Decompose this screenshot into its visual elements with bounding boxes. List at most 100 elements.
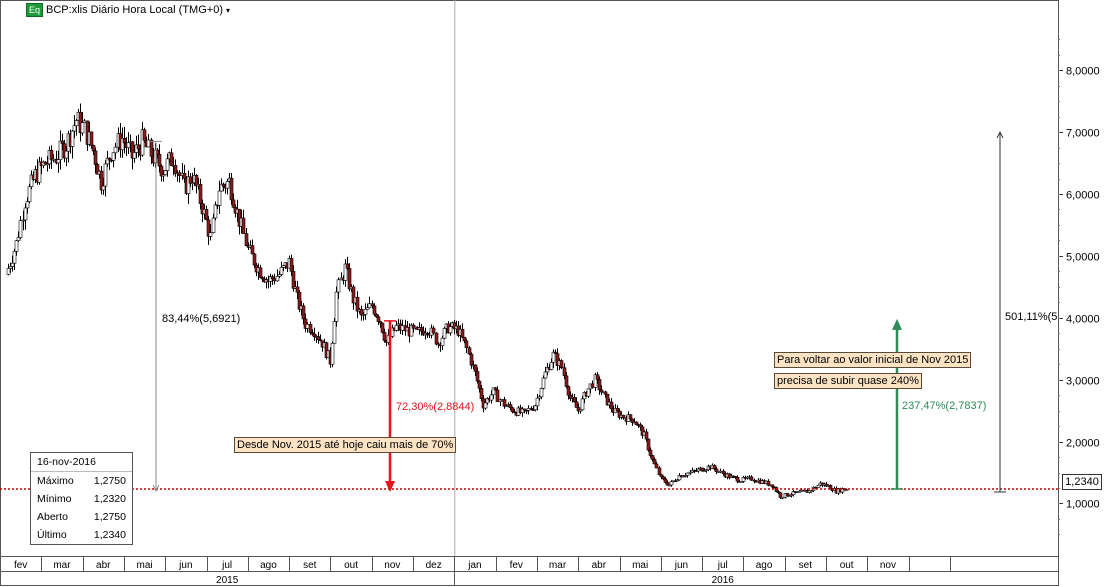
candle-body bbox=[615, 407, 620, 412]
month-label: out bbox=[840, 560, 854, 571]
candle-body bbox=[250, 245, 255, 255]
month-label: set bbox=[799, 560, 813, 571]
legend-label: Mínimo bbox=[37, 493, 72, 505]
candle-body bbox=[477, 380, 482, 389]
candle-body bbox=[599, 389, 604, 393]
candle-body bbox=[380, 322, 385, 333]
candle-body bbox=[204, 209, 209, 221]
candle-body bbox=[359, 309, 364, 316]
candle-body bbox=[828, 484, 833, 490]
candle-body bbox=[229, 177, 234, 201]
candle-body bbox=[89, 131, 94, 146]
candle-body bbox=[467, 347, 472, 355]
candle-body bbox=[126, 142, 131, 148]
candle-body bbox=[778, 492, 783, 498]
green-arrow-head bbox=[892, 318, 902, 330]
candle-body bbox=[165, 158, 170, 171]
candle-body bbox=[462, 336, 467, 342]
candle-body bbox=[491, 387, 496, 396]
legend-label: Último bbox=[37, 529, 67, 541]
candle-body bbox=[650, 455, 655, 460]
chevron-down-icon[interactable]: ▾ bbox=[225, 5, 230, 15]
candle-body bbox=[95, 164, 100, 175]
candle-body bbox=[198, 184, 203, 204]
drop-measure-arrow bbox=[152, 484, 160, 493]
candle-body bbox=[495, 389, 500, 402]
legend-row-last: Último 1,2340 bbox=[31, 526, 132, 544]
candle-body bbox=[91, 145, 96, 152]
candle-body bbox=[374, 314, 379, 318]
candle-body bbox=[101, 185, 106, 191]
candle-body bbox=[797, 490, 802, 493]
candle-body bbox=[291, 271, 296, 289]
legend-row-high: Máximo 1,2750 bbox=[31, 472, 132, 490]
candle-body bbox=[252, 253, 257, 266]
rise-needed-label: 237,47%(2,7837) bbox=[902, 400, 987, 412]
candle-body bbox=[74, 120, 79, 127]
candle-body bbox=[318, 339, 323, 342]
candle-body bbox=[25, 201, 30, 209]
candle-body bbox=[132, 152, 137, 159]
candle-body bbox=[8, 266, 13, 269]
candle-body bbox=[677, 475, 682, 481]
candle-body bbox=[272, 278, 277, 282]
legend-value: 1,2320 bbox=[93, 493, 126, 505]
y-tick-label: 3,0000 bbox=[1066, 376, 1100, 388]
candle-body bbox=[113, 146, 118, 154]
candle-body bbox=[211, 217, 216, 233]
candle-body bbox=[347, 268, 352, 290]
candle-body bbox=[654, 463, 659, 469]
candle-body bbox=[533, 405, 538, 411]
candle-body bbox=[394, 324, 399, 331]
candle-body bbox=[122, 138, 127, 144]
candle-body bbox=[72, 125, 77, 132]
candle-body bbox=[448, 326, 453, 334]
candle-body bbox=[378, 321, 383, 324]
month-label: mai bbox=[632, 560, 648, 571]
candle-body bbox=[844, 489, 849, 491]
candle-body bbox=[182, 172, 187, 179]
candle-body bbox=[586, 388, 591, 397]
candle-body bbox=[10, 262, 15, 267]
month-label: nov bbox=[384, 560, 400, 571]
legend-label: Máximo bbox=[37, 475, 74, 487]
month-label: jun bbox=[674, 560, 688, 571]
y-tick-label: 2,0000 bbox=[1066, 438, 1100, 450]
candle-body bbox=[231, 199, 236, 208]
candle-body bbox=[638, 424, 643, 428]
candle-body bbox=[502, 399, 507, 407]
candle-body bbox=[400, 325, 405, 331]
candle-body bbox=[526, 408, 531, 411]
candle-body bbox=[661, 476, 666, 480]
candle-body bbox=[559, 360, 564, 369]
month-label: dez bbox=[426, 560, 442, 571]
candle-body bbox=[270, 276, 275, 280]
candle-body bbox=[609, 401, 614, 410]
candle-body bbox=[644, 431, 649, 440]
candle-body bbox=[18, 220, 23, 238]
candle-body bbox=[580, 398, 585, 411]
candle-body bbox=[173, 165, 178, 174]
candle-body bbox=[419, 327, 424, 332]
candle-body bbox=[652, 459, 657, 465]
candle-body bbox=[355, 296, 360, 312]
candle-body bbox=[16, 237, 21, 241]
candle-body bbox=[208, 232, 213, 237]
candle-body bbox=[603, 391, 608, 395]
y-tick-label: 1,0000 bbox=[1066, 499, 1100, 511]
candle-body bbox=[562, 367, 567, 377]
note-drop: Desde Nov. 2015 até hoje caiu mais de 70… bbox=[234, 437, 457, 453]
month-label: abr bbox=[592, 560, 607, 571]
month-label: mar bbox=[53, 560, 71, 571]
axes: 1,0000 2,0000 3,0000 4,0000 5,0000 6,0000 7,00… bbox=[0, 39, 1100, 586]
candle-body bbox=[336, 279, 341, 293]
candle-body bbox=[628, 414, 633, 420]
candle-body bbox=[572, 397, 577, 402]
candle-body bbox=[12, 250, 17, 264]
candle-body bbox=[780, 496, 785, 499]
legend-value: 1,2750 bbox=[93, 511, 126, 523]
candle-body bbox=[332, 321, 337, 344]
candle-body bbox=[475, 371, 480, 382]
chart-title-bar[interactable]: Eq BCP:xlis Diário Hora Local (TMG+0) ▾ bbox=[26, 3, 230, 17]
candle-body bbox=[510, 407, 515, 413]
